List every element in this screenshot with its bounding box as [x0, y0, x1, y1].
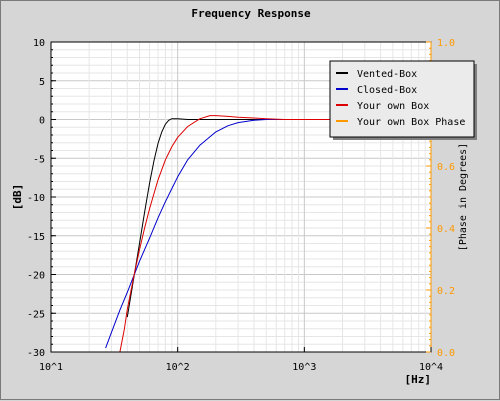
series-line-your-own-box [119, 115, 426, 352]
y2-tick-label: 0.0 [437, 348, 455, 359]
y-tick-label: -25 [27, 309, 45, 320]
y-tick-label: -10 [27, 193, 45, 204]
y-tick-label: 10 [33, 38, 45, 49]
y-tick-label: -15 [27, 232, 45, 243]
y-axis-label: [dB] [11, 184, 24, 211]
legend: Vented-Box Closed-Box Your own Box Your own… [329, 60, 477, 140]
legend-box [329, 60, 475, 138]
y2-axis-label: [Phase in Degrees] [458, 143, 469, 251]
y-tick-label: 0 [39, 116, 45, 127]
legend-entry: Your own Box [357, 101, 429, 112]
legend-entry: Your own Box Phase [357, 117, 465, 128]
x-tick-label: 10^4 [419, 362, 443, 373]
y2-tick-label: 0.6 [437, 162, 455, 173]
y-tick-label: -5 [33, 154, 45, 165]
y-tick-label: -20 [27, 271, 45, 282]
y2-tick-label: 0.2 [437, 286, 455, 297]
y2-tick-label: 0.4 [437, 224, 455, 235]
x-tick-label: 10^3 [292, 362, 316, 373]
x-tick-label: 10^1 [39, 362, 63, 373]
legend-entry: Vented-Box [357, 69, 417, 80]
x-tick-label: 10^2 [166, 362, 190, 373]
series-layer [105, 115, 426, 352]
chart-title: Frequency Response [191, 7, 311, 20]
y2-tick-label: 1.0 [437, 38, 455, 49]
x-axis-label: [Hz] [405, 373, 432, 386]
y-tick-label: -30 [27, 348, 45, 359]
legend-entry: Closed-Box [357, 85, 417, 96]
y-tick-label: 5 [39, 77, 45, 88]
